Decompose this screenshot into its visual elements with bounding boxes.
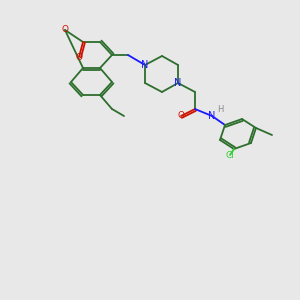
Text: O: O — [178, 112, 184, 121]
Text: N: N — [174, 78, 182, 88]
Text: Cl: Cl — [226, 151, 234, 160]
Text: H: H — [217, 104, 223, 113]
Text: O: O — [76, 52, 82, 62]
Text: N: N — [208, 111, 216, 121]
Text: O: O — [61, 26, 68, 34]
Text: N: N — [141, 60, 149, 70]
